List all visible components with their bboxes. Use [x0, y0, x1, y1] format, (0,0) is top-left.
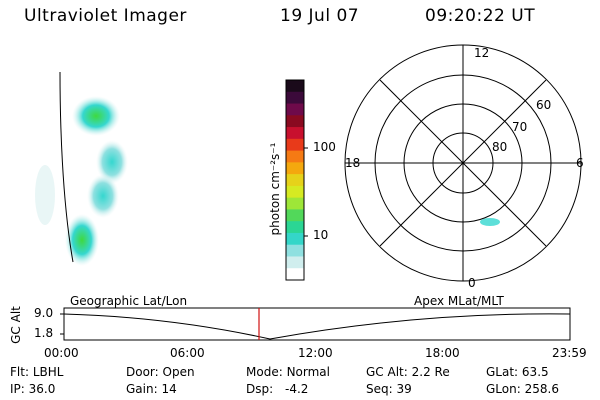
- limb-line: [59, 71, 74, 263]
- status-glat: GLat: 63.5: [486, 365, 549, 379]
- status-seq: Seq: 39: [366, 382, 412, 396]
- colorbar-swatch: [286, 174, 304, 187]
- colorbar-swatch: [286, 127, 304, 140]
- polar-label-18: 18: [345, 156, 361, 170]
- color-bar: [285, 79, 305, 281]
- colorbar-swatch: [286, 256, 304, 269]
- x-tick-1800: 18:00: [425, 346, 460, 360]
- colorbar-frame: [285, 79, 305, 281]
- app-title: Ultraviolet Imager: [24, 6, 187, 26]
- status-door: Door: Open: [126, 365, 195, 379]
- x-tick-0000: 00:00: [44, 346, 79, 360]
- date-label: 19 Jul 07: [280, 6, 360, 26]
- aurora-patch-south: [65, 214, 99, 266]
- polar-grid: [344, 44, 582, 282]
- colorbar-swatch: [286, 91, 304, 105]
- y-tick-9: 9.0: [34, 306, 54, 320]
- x-tick-0600: 06:00: [170, 346, 205, 360]
- colorbar-tick-label-10: 10: [313, 228, 329, 242]
- colorbar-swatch: [286, 197, 304, 210]
- colorbar-swatch: [286, 80, 304, 93]
- polar-label-0: 0: [468, 276, 476, 290]
- colorbar-label: photon cm⁻²s⁻¹: [268, 142, 282, 236]
- colorbar-swatch: [286, 221, 304, 234]
- colorbar-swatch: [286, 162, 304, 175]
- x-tick-2359: 23:59: [552, 346, 587, 360]
- status-flt: Flt: LBHL: [10, 365, 64, 379]
- polar-lat-60: 60: [536, 98, 552, 112]
- polar-aurora-spot: [480, 218, 500, 226]
- timeline-frame: [63, 307, 571, 341]
- aurora-patch-mid: [87, 174, 119, 218]
- colorbar-tick-label-100: 100: [313, 140, 336, 154]
- colorbar-swatch: [286, 185, 304, 199]
- gc-alt-axis-label: GC Alt: [9, 306, 23, 344]
- colorbar-swatch: [286, 115, 304, 128]
- geographic-label: Geographic Lat/Lon: [70, 294, 188, 308]
- colorbar-swatch: [286, 268, 304, 281]
- apex-label: Apex MLat/MLT: [414, 294, 504, 308]
- colorbar-swatch: [286, 209, 304, 222]
- time-label: 09:20:22 UT: [425, 6, 536, 26]
- status-dsp: Dsp: -4.2: [246, 382, 309, 396]
- polar-lat-80: 80: [492, 140, 508, 154]
- status-mode: Mode: Normal: [246, 365, 330, 379]
- polar-diagonal-2: [379, 79, 547, 247]
- aurora-patch-north: [72, 96, 120, 136]
- aurora-patch-mid-upper: [96, 140, 128, 184]
- polar-lat-70: 70: [512, 120, 528, 134]
- colorbar-swatch: [286, 244, 304, 257]
- colorbar-swatch: [286, 103, 304, 116]
- status-gc-alt: GC Alt: 2.2 Re: [366, 365, 450, 379]
- colorbar-swatch: [286, 150, 304, 163]
- colorbar-swatch: [286, 138, 304, 152]
- status-glon: GLon: 258.6: [486, 382, 559, 396]
- x-tick-1200: 12:00: [298, 346, 333, 360]
- colorbar-swatch: [286, 232, 304, 246]
- polar-label-6: 6: [576, 156, 584, 170]
- y-tick-1-8: 1.8: [34, 326, 54, 340]
- status-ip: IP: 36.0: [10, 382, 56, 396]
- polar-label-12: 12: [474, 46, 490, 60]
- altitude-timeline: [60, 307, 571, 341]
- status-gain: Gain: 14: [126, 382, 177, 396]
- altitude-curve: [63, 313, 571, 340]
- aurora-haze: [35, 165, 55, 225]
- aurora-image: [35, 71, 128, 266]
